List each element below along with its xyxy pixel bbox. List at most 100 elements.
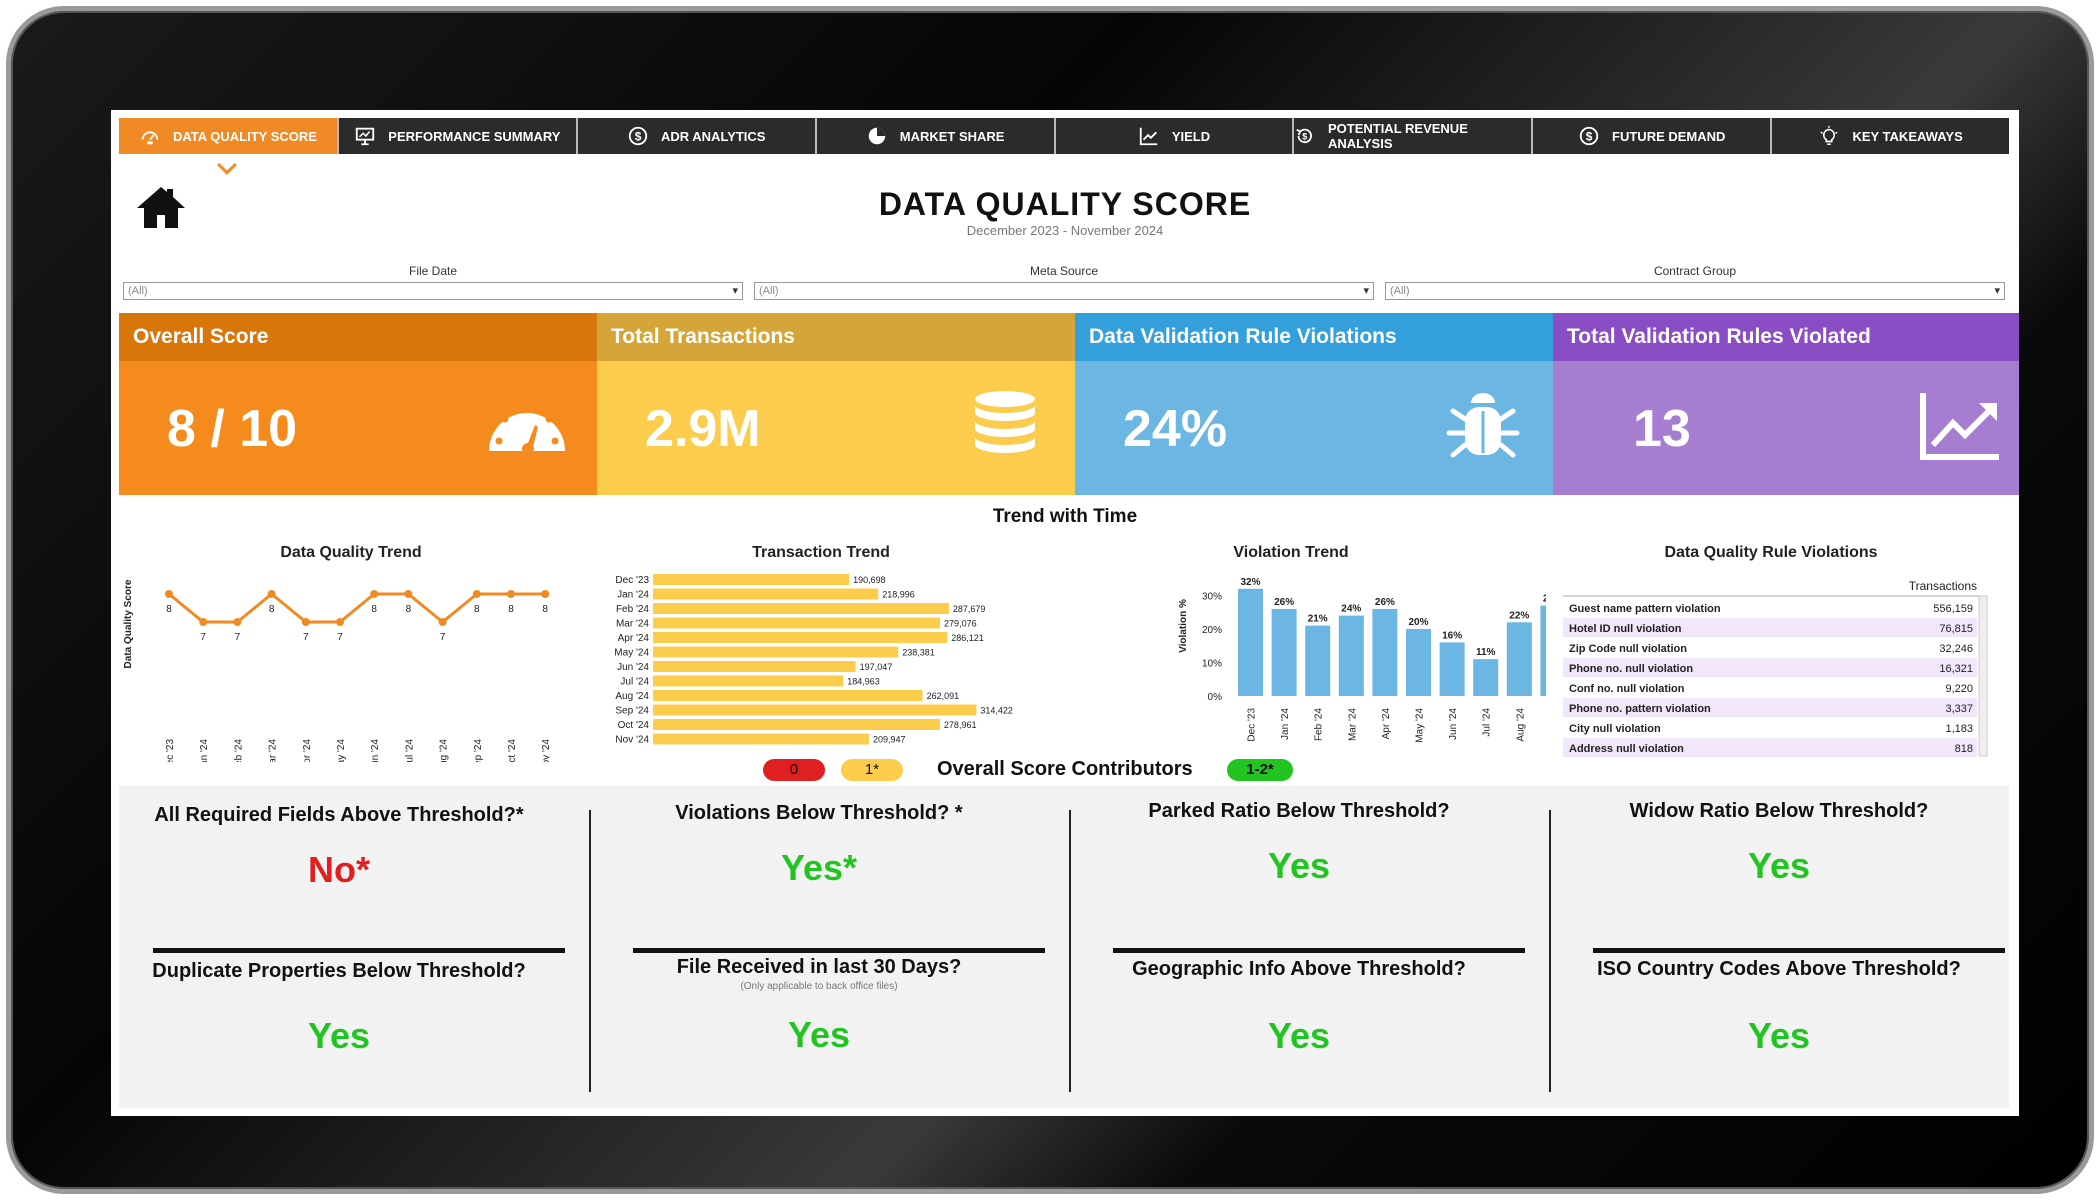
dq-point xyxy=(404,590,413,598)
tx-data-label: 190,698 xyxy=(853,575,886,585)
dq-point xyxy=(301,618,310,626)
tx-chart-title: Transaction Trend xyxy=(752,544,890,561)
tab-label: PERFORMANCE SUMMARY xyxy=(388,128,561,144)
tx-bar xyxy=(653,690,923,701)
filter-label: Meta Source xyxy=(1029,264,1099,278)
dq-x-tick: May '24 xyxy=(336,739,347,762)
dq-point xyxy=(336,618,344,626)
tx-data-label: 218,996 xyxy=(882,590,915,600)
check-geographic-info: Geographic Info Above Threshold? Yes xyxy=(1079,958,1519,1057)
tx-y-tick: Apr '24 xyxy=(618,633,650,644)
filter-label: File Date xyxy=(408,264,458,278)
file-date-select[interactable]: (All) xyxy=(123,282,743,300)
tab-yield[interactable]: YIELD xyxy=(1056,118,1295,154)
speedometer-icon xyxy=(489,405,565,455)
check-violations: Violations Below Threshold? * Yes* xyxy=(599,802,1039,889)
table-cell-count: 32,246 xyxy=(1939,643,1973,655)
dq-x-tick: Jul '24 xyxy=(404,739,415,762)
svg-text:$: $ xyxy=(635,130,642,144)
kpi-title: Data Validation Rule Violations xyxy=(1075,313,1553,361)
dq-x-tick: Feb '24 xyxy=(233,739,244,762)
meta-source-select[interactable]: (All) xyxy=(754,282,1374,300)
tx-data-label: 286,121 xyxy=(951,633,984,643)
divider xyxy=(1113,948,1525,953)
tx-data-label: 197,047 xyxy=(860,662,893,672)
trend-up-icon xyxy=(1920,393,1999,460)
vio-bar xyxy=(1372,608,1398,696)
tx-y-tick: Nov '24 xyxy=(615,735,649,746)
y-axis-label: Violation % xyxy=(1178,599,1189,653)
tx-bar xyxy=(653,704,977,716)
tx-bar xyxy=(653,574,850,585)
vio-data-label: 11% xyxy=(1476,647,1496,658)
table-row xyxy=(1563,698,1977,717)
kpi-title: Total Transactions xyxy=(597,313,1075,361)
svg-text:$: $ xyxy=(1303,132,1308,142)
tx-data-label: 238,381 xyxy=(902,648,935,658)
vio-bar xyxy=(1305,625,1331,696)
kpi-value: 24% xyxy=(1123,400,1228,458)
table-scrollbar[interactable] xyxy=(1978,595,1988,757)
dq-data-label: 7 xyxy=(337,632,343,643)
tx-bar xyxy=(653,646,899,658)
check-answer: Yes xyxy=(787,1014,851,1055)
vio-bar xyxy=(1506,622,1532,696)
tab-performance-summary[interactable]: PERFORMANCE SUMMARY xyxy=(339,118,578,154)
tx-bar xyxy=(653,733,869,745)
gauge-icon xyxy=(141,131,159,145)
vio-x-tick: Feb '24 xyxy=(1314,708,1325,741)
dq-data-label: 8 xyxy=(269,604,275,615)
tx-bar xyxy=(653,603,949,614)
rules-table-title: Data Quality Rule Violations xyxy=(1664,544,1878,561)
vio-bar xyxy=(1338,615,1364,696)
dq-x-tick: Sep '24 xyxy=(473,739,484,762)
dollar-circle-icon: $ xyxy=(1579,126,1599,146)
kpi-overall-score: Overall Score 8 / 10 xyxy=(119,313,597,495)
vio-bar xyxy=(1439,642,1465,696)
vio-bar xyxy=(1238,588,1263,696)
table-cell-rule: Zip Code null violation xyxy=(1569,643,1687,655)
tab-key-takeaways[interactable]: KEY TAKEAWAYS xyxy=(1772,118,2009,154)
table-cell-count: 9,220 xyxy=(1945,683,1973,695)
tx-bar xyxy=(653,617,941,629)
dq-point xyxy=(541,590,550,598)
dq-data-label: 8 xyxy=(508,604,514,615)
tx-y-tick: Jan '24 xyxy=(617,590,649,601)
tab-future-demand[interactable]: $ FUTURE DEMAND xyxy=(1533,118,1773,154)
legend-title: Overall Score Contributors xyxy=(937,758,1193,780)
filter-contract-group: Contract Group (All) xyxy=(1385,264,2005,300)
tab-label: YIELD xyxy=(1171,128,1211,144)
check-question: Parked Ratio Below Threshold? xyxy=(1148,800,1450,822)
column-divider xyxy=(1069,810,1071,1092)
nav-bar: DATA QUALITY SCORE PERFORMANCE SUMMARY $… xyxy=(119,118,2009,175)
divider xyxy=(633,948,1045,953)
dq-point xyxy=(472,590,481,598)
tx-y-tick: Dec '23 xyxy=(615,575,649,586)
tab-label: FUTURE DEMAND xyxy=(1612,128,1726,144)
tx-y-tick: Jul '24 xyxy=(620,677,649,688)
data-quality-trend-chart: Data Quality Score 8 Dec '23 7 Jan '24 7 Feb '… xyxy=(123,579,552,762)
tx-data-label: 262,091 xyxy=(927,691,960,701)
divider xyxy=(1593,948,2005,953)
contract-group-select[interactable]: (All) xyxy=(1385,282,2005,300)
tab-adr-analytics[interactable]: $ ADR ANALYTICS xyxy=(578,118,817,154)
pie-icon xyxy=(868,127,885,145)
tab-label: MARKET SHARE xyxy=(899,128,1005,144)
dq-data-label: 7 xyxy=(235,632,241,643)
vio-data-label: 27% xyxy=(1543,594,1546,605)
page-title: DATA QUALITY SCORE xyxy=(878,186,1252,222)
table-row xyxy=(1563,678,1977,697)
check-answer: Yes xyxy=(1267,1015,1331,1056)
kpi-title: Total Validation Rules Violated xyxy=(1553,313,2019,361)
tab-potential-revenue-analysis[interactable]: $ POTENTIAL REVENUE ANALYSIS xyxy=(1294,118,1534,154)
dq-series-line xyxy=(168,592,546,624)
tab-market-share[interactable]: MARKET SHARE xyxy=(817,118,1056,154)
home-icon[interactable] xyxy=(135,184,187,230)
transaction-trend-chart: Dec '23 190,698 Jan '24 218,996 Feb '24 287,6… xyxy=(614,574,1013,746)
dq-data-label: 7 xyxy=(303,632,309,643)
tx-data-label: 314,422 xyxy=(980,706,1013,716)
vio-x-tick: Aug '24 xyxy=(1515,708,1526,742)
tab-data-quality-score[interactable]: DATA QUALITY SCORE xyxy=(119,118,339,175)
kpi-rules-violated: Total Validation Rules Violated 13 xyxy=(1553,313,2019,495)
table-row xyxy=(1563,598,1977,617)
